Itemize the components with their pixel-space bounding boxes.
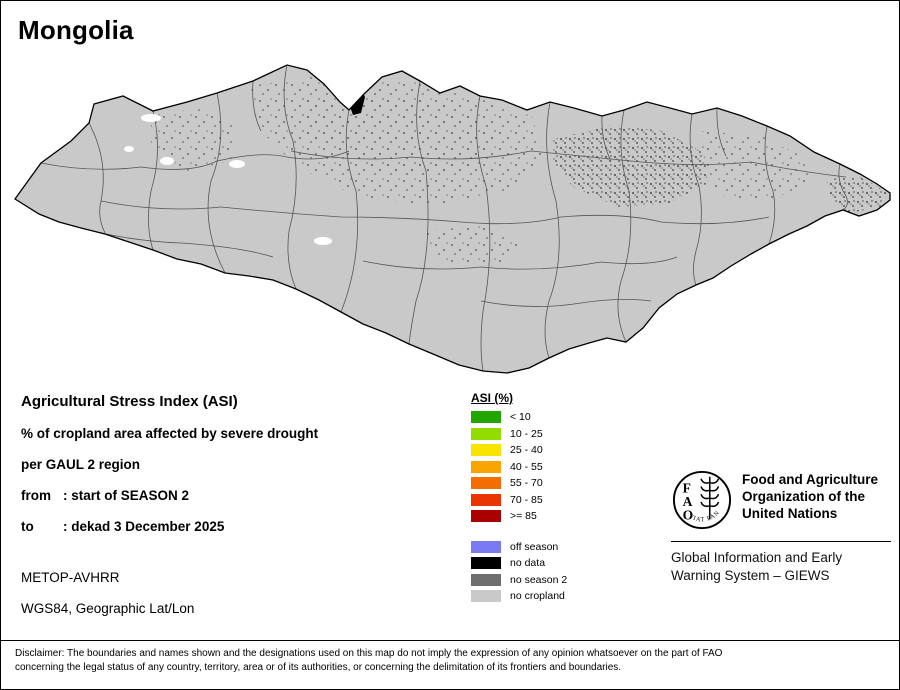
legend-label: off season [510, 540, 559, 553]
from-label: from [21, 488, 51, 503]
legend-swatch [471, 444, 501, 456]
legend-label: 70 - 85 [510, 493, 543, 506]
lake-patches [124, 114, 332, 245]
legend-swatch [471, 590, 501, 602]
asi-legend: ASI (%) < 10 10 - 25 25 - 40 40 - 55 55 … [471, 391, 621, 607]
speckle-overlay [151, 73, 887, 266]
fao-block: F A O FIAT PANIS Food and Agriculture Or… [671, 469, 891, 585]
page-title: Mongolia [18, 15, 134, 45]
legend-swatch [471, 411, 501, 423]
legend-row: 25 - 40 [471, 444, 621, 456]
legend-label: no season 2 [510, 573, 568, 586]
giews-line: Warning System – GIEWS [671, 568, 830, 583]
giews-name: Global Information and Early Warning Sys… [671, 549, 891, 585]
legend-row: 40 - 55 [471, 460, 621, 473]
asi-title: Agricultural Stress Index (ASI) [21, 393, 238, 410]
legend-swatch [471, 427, 501, 440]
legend-label: < 10 [510, 411, 531, 423]
legend-row: 70 - 85 [471, 493, 621, 506]
fao-org-line: Food and Agriculture [742, 472, 878, 487]
legend-swatch [471, 493, 501, 506]
legend-swatch [471, 557, 501, 569]
legend-label: 40 - 55 [510, 460, 543, 473]
to-label: to [21, 519, 34, 534]
legend-label: 55 - 70 [510, 477, 543, 489]
period-from: from : start of SEASON 2 [21, 488, 451, 503]
giews-line: Global Information and Early [671, 550, 843, 565]
legend-label: no cropland [510, 590, 565, 602]
region-boundaries [40, 65, 848, 372]
legend-row: no data [471, 557, 621, 569]
svg-text:F: F [683, 480, 691, 495]
legend-swatch [471, 477, 501, 489]
from-value: : start of SEASON 2 [63, 488, 190, 503]
sensor-name: METOP-AVHRR [21, 570, 120, 585]
fao-header: F A O FIAT PANIS Food and Agriculture Or… [671, 469, 891, 531]
disclaimer: Disclaimer: The boundaries and names sho… [1, 640, 899, 689]
legend-row: no season 2 [471, 573, 621, 586]
legend-row: 55 - 70 [471, 477, 621, 489]
legend-row: off season [471, 540, 621, 553]
legend-label: 25 - 40 [510, 444, 543, 456]
legend-label: >= 85 [510, 510, 537, 522]
legend-label: 10 - 25 [510, 427, 543, 440]
legend-swatch [471, 573, 501, 586]
disclaimer-line: Disclaimer: The boundaries and names sho… [15, 648, 723, 659]
svg-text:O: O [683, 507, 694, 522]
period-to: to : dekad 3 December 2025 [21, 519, 451, 534]
fao-logo-icon: F A O FIAT PANIS [671, 469, 732, 530]
fao-org-name: Food and Agriculture Organization of the… [742, 469, 878, 522]
legend-row: >= 85 [471, 510, 621, 522]
legend-swatch [471, 510, 501, 522]
fao-divider [671, 541, 891, 542]
legend-row: 10 - 25 [471, 427, 621, 440]
gaul-region-note: per GAUL 2 region [21, 457, 141, 472]
legend-row: < 10 [471, 411, 621, 423]
legend-swatch [471, 460, 501, 473]
to-value: : dekad 3 December 2025 [63, 519, 225, 534]
map-info-block: Agricultural Stress Index (ASI) % of cro… [21, 393, 451, 616]
legend-row: no cropland [471, 590, 621, 602]
fao-org-line: Organization of the [742, 489, 865, 504]
legend-header: ASI (%) [471, 391, 513, 405]
asi-subtitle: % of cropland area affected by severe dr… [21, 426, 319, 441]
wheat-ear-icon [700, 476, 720, 520]
legend-label: no data [510, 557, 546, 569]
fao-org-line: United Nations [742, 506, 838, 521]
svg-text:A: A [683, 494, 693, 509]
country-outline [14, 64, 891, 374]
disclaimer-line: concerning the legal status of any count… [15, 662, 622, 673]
projection-name: WGS84, Geographic Lat/Lon [21, 601, 195, 616]
legend-gap [471, 527, 621, 541]
legend-swatch [471, 540, 501, 553]
